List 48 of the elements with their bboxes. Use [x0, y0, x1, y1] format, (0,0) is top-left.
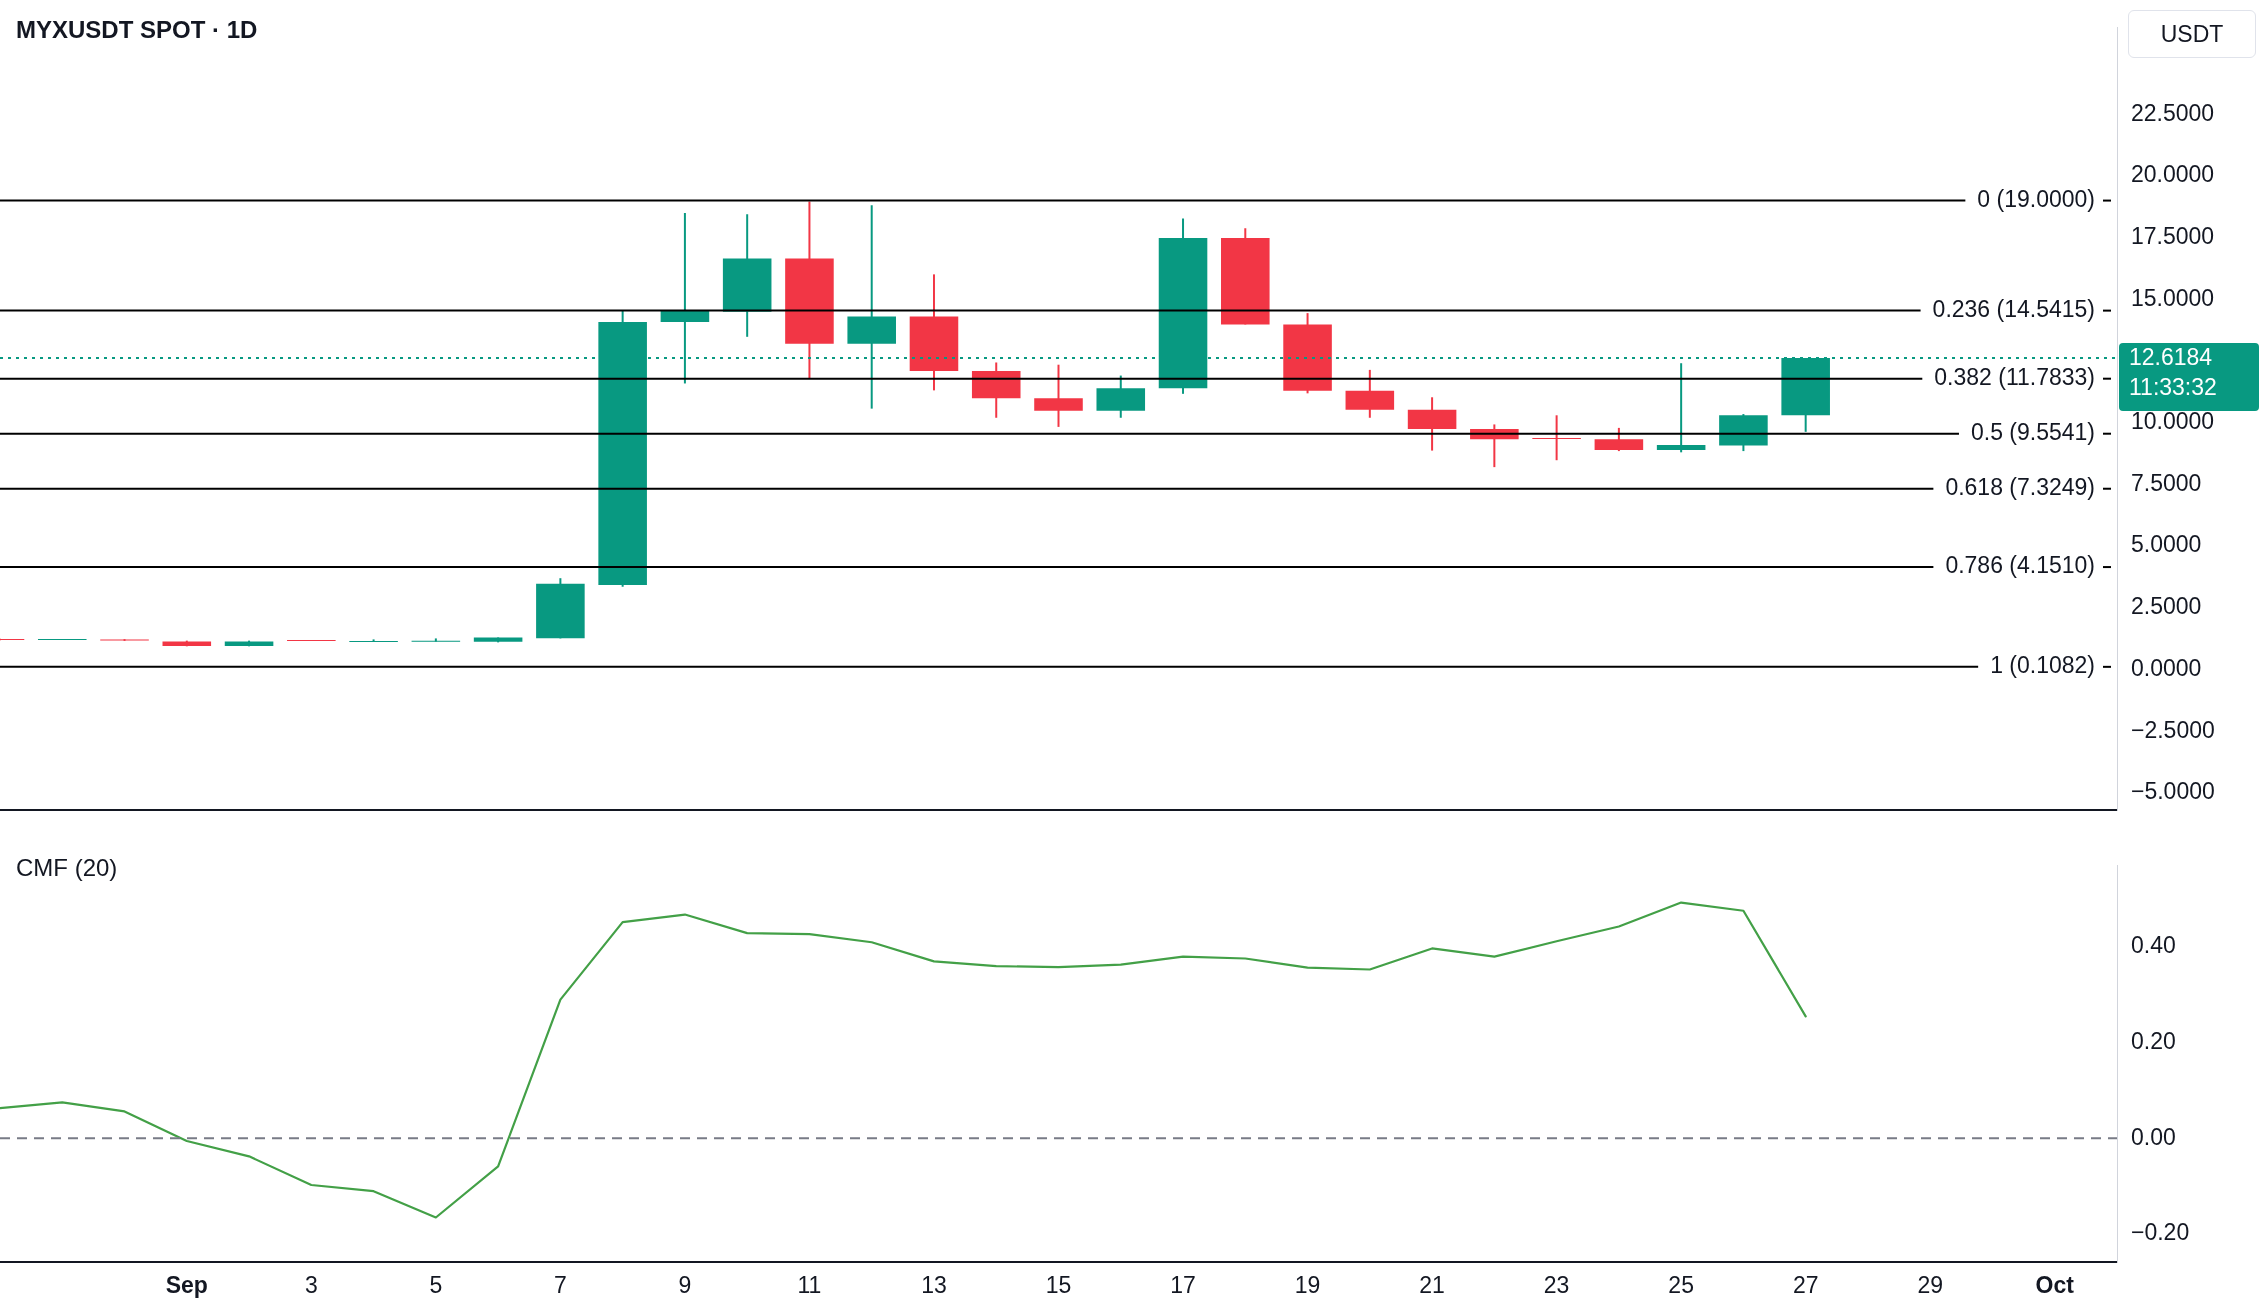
ref-line-label: 0.5 (9.5541): [1970, 419, 2095, 446]
candlestick: [1532, 414, 1581, 462]
ref-line-label: 1 (0.1082): [1990, 652, 2095, 679]
x-tick-label: 3: [304, 1271, 318, 1298]
y-tick-label: −0.20: [2131, 1219, 2190, 1246]
x-tick-label: 29: [1917, 1271, 1943, 1298]
x-tick-label: 5: [429, 1271, 443, 1298]
y-tick-label: −2.5000: [2131, 716, 2215, 743]
x-tick-label: 21: [1419, 1271, 1445, 1298]
x-tick-label: 7: [553, 1271, 567, 1298]
y-tick-label: 10.0000: [2131, 408, 2215, 435]
x-tick-label: Oct: [2035, 1271, 2075, 1298]
ref-line-label: 0.382 (11.7833): [1934, 364, 2095, 391]
y-tick-label: 17.5000: [2131, 222, 2215, 249]
y-tick-label: 7.5000: [2131, 469, 2202, 496]
y-tick-label: 0.00: [2131, 1123, 2176, 1150]
y-tick-label: −5.0000: [2131, 778, 2215, 805]
candlestick: [349, 638, 398, 643]
x-tick-label: 13: [921, 1271, 947, 1298]
x-tick-label: 9: [678, 1271, 692, 1298]
ref-line-label: 0.236 (14.5415): [1932, 295, 2095, 322]
x-tick-label: 15: [1045, 1271, 1072, 1298]
chart-title: CMF (20): [16, 854, 118, 882]
y-tick-label: 2.5000: [2131, 593, 2202, 620]
y-tick-label: 0.20: [2131, 1027, 2176, 1054]
x-tick-label: Sep: [165, 1271, 208, 1298]
ref-line-label: 0.618 (7.3249): [1945, 474, 2095, 501]
x-tick-label: 19: [1294, 1271, 1321, 1298]
y-tick-label: 22.5000: [2131, 99, 2215, 126]
ref-line-label: 12.6184: [2129, 344, 2213, 371]
x-tick-label: 25: [1668, 1271, 1694, 1298]
x-tick-label: 17: [1170, 1271, 1196, 1298]
text: 11:33:32: [2129, 374, 2217, 401]
candlestick: [1656, 362, 1706, 454]
x-tick-label: 11: [797, 1271, 822, 1298]
candlestick: [1034, 363, 1083, 428]
ref-line-label: 0.786 (4.1510): [1945, 552, 2095, 579]
y-axis-title: USDT: [2128, 10, 2256, 58]
ref-line-label: 0 (19.0000): [1977, 185, 2095, 212]
x-tick-label: 23: [1543, 1271, 1570, 1298]
candlestick: [411, 637, 461, 643]
y-tick-label: 0.0000: [2131, 654, 2202, 681]
y-tick-label: 5.0000: [2131, 531, 2202, 558]
chart-title: MYXUSDT SPOT · 1D: [16, 16, 258, 44]
y-tick-label: 20.0000: [2131, 161, 2215, 188]
y-tick-label: 0.40: [2131, 932, 2176, 959]
x-tick-label: 27: [1792, 1271, 1819, 1298]
y-tick-label: 15.0000: [2131, 284, 2215, 311]
